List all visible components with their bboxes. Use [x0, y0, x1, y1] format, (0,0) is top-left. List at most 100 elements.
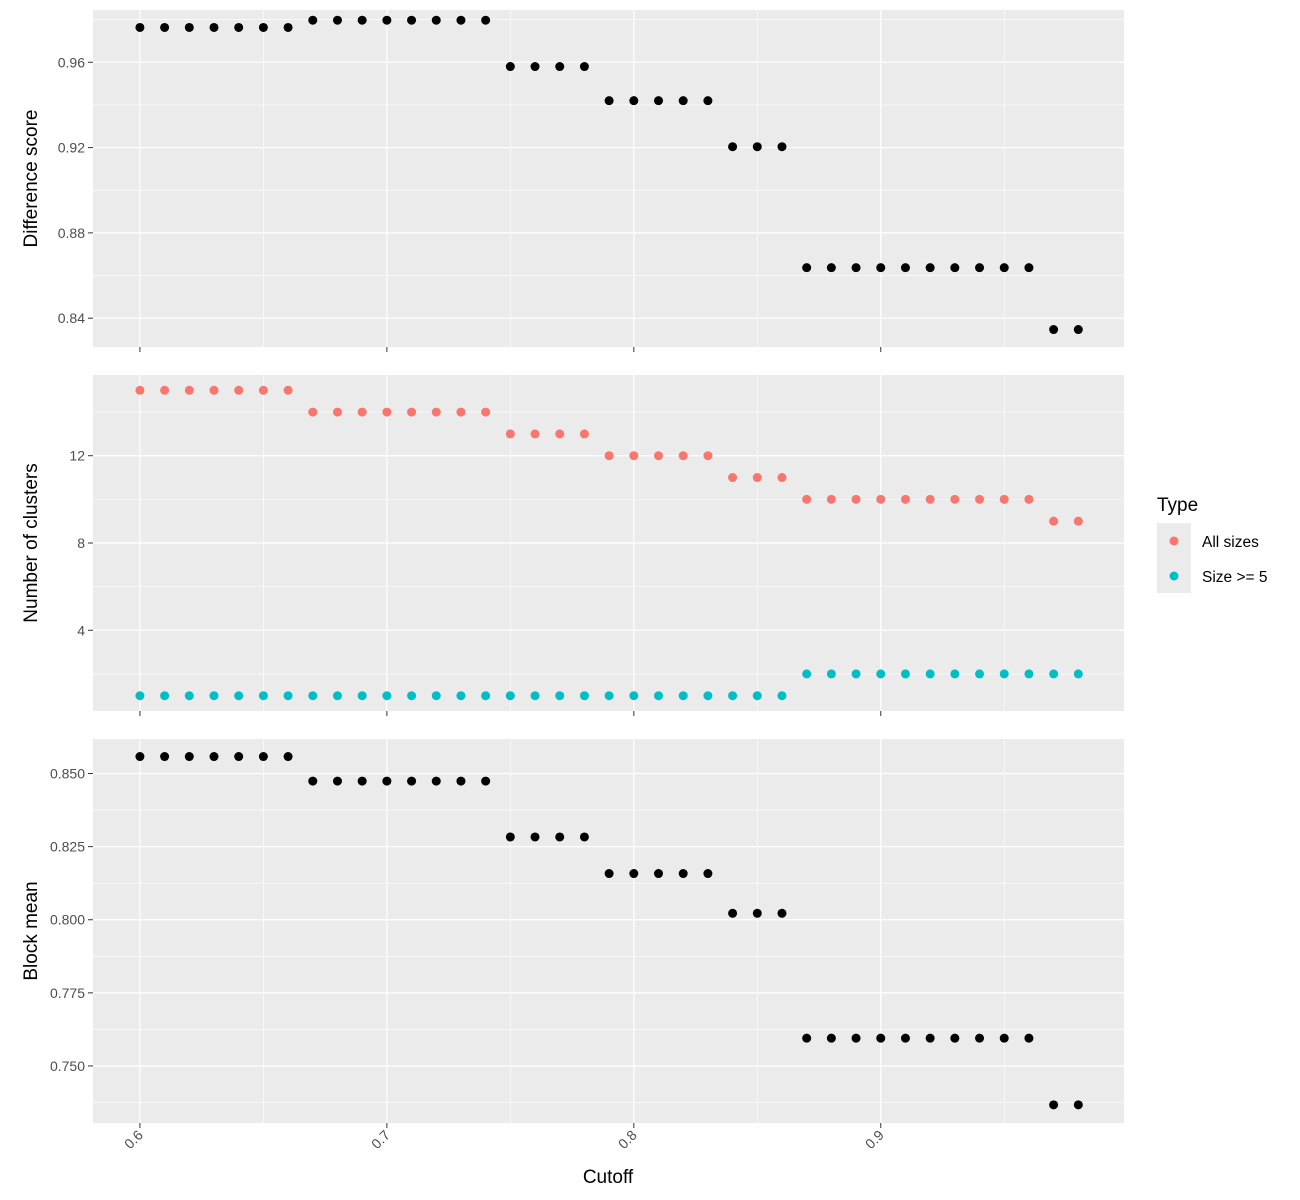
data-point	[579, 832, 589, 842]
panel-2: 4 8 12 Number of clusters	[21, 375, 1124, 716]
data-point	[555, 429, 565, 439]
data-point	[876, 263, 886, 273]
data-point	[728, 908, 738, 918]
x-tick-label: 0.8	[615, 1127, 640, 1152]
data-point	[234, 385, 244, 395]
y-tick-label: 12	[69, 448, 85, 464]
data-point	[752, 908, 762, 918]
y-tick-label: 0.800	[50, 912, 85, 928]
data-point	[135, 691, 145, 701]
data-point	[999, 669, 1009, 679]
data-point	[283, 691, 293, 701]
data-point	[407, 691, 417, 701]
data-point	[579, 62, 589, 72]
data-point	[555, 62, 565, 72]
data-point	[505, 62, 515, 72]
data-point	[654, 96, 664, 106]
data-point	[777, 142, 787, 152]
data-point	[382, 407, 392, 417]
data-point	[258, 691, 268, 701]
data-point	[160, 752, 170, 762]
data-point	[703, 869, 713, 879]
data-point	[851, 494, 861, 504]
data-point	[505, 429, 515, 439]
data-point	[308, 776, 318, 786]
data-point	[925, 669, 935, 679]
data-point	[876, 494, 886, 504]
data-point	[456, 15, 466, 25]
y-tick-label: 0.850	[50, 766, 85, 782]
y-tick-label: 0.84	[58, 310, 85, 326]
data-point	[678, 451, 688, 461]
data-point	[234, 691, 244, 701]
data-point	[728, 142, 738, 152]
data-point	[555, 832, 565, 842]
data-point	[777, 473, 787, 483]
data-point	[505, 832, 515, 842]
data-point	[258, 752, 268, 762]
data-point	[876, 1033, 886, 1043]
data-point	[777, 908, 787, 918]
data-point	[900, 494, 910, 504]
data-point	[135, 752, 145, 762]
legend-label-all-sizes: All sizes	[1202, 534, 1259, 551]
legend: Type All sizes Size >= 5	[1157, 495, 1268, 593]
data-point	[135, 385, 145, 395]
series-1	[135, 385, 1083, 526]
data-point	[752, 142, 762, 152]
legend-key-all-sizes	[1169, 536, 1179, 546]
data-point	[530, 832, 540, 842]
data-point	[382, 15, 392, 25]
data-point	[456, 776, 466, 786]
data-point	[234, 22, 244, 32]
data-point	[604, 451, 614, 461]
data-point	[851, 1033, 861, 1043]
y-tick-label: 0.92	[58, 140, 85, 156]
x-axis: 0.6 0.7 0.8 0.9	[121, 1127, 887, 1152]
data-point	[851, 669, 861, 679]
data-point	[950, 494, 960, 504]
y-tick-label: 0.775	[50, 985, 85, 1001]
data-point	[975, 263, 985, 273]
legend-key-size-ge-5	[1169, 571, 1179, 581]
data-point	[209, 22, 219, 32]
data-point	[802, 1033, 812, 1043]
data-point	[629, 869, 639, 879]
data-point	[184, 691, 194, 701]
data-point	[900, 1033, 910, 1043]
y-axis-title: Difference score	[21, 110, 42, 248]
data-point	[1073, 1100, 1083, 1110]
data-point	[629, 96, 639, 106]
data-point	[876, 669, 886, 679]
data-point	[728, 473, 738, 483]
data-point	[703, 451, 713, 461]
data-point	[530, 691, 540, 701]
legend-label-size-ge-5: Size >= 5	[1202, 569, 1268, 586]
data-point	[456, 407, 466, 417]
y-tick-label: 0.825	[50, 839, 85, 855]
data-point	[925, 1033, 935, 1043]
data-point	[1073, 325, 1083, 335]
data-point	[654, 451, 664, 461]
data-point	[209, 752, 219, 762]
data-point	[308, 407, 318, 417]
data-point	[407, 15, 417, 25]
data-point	[678, 96, 688, 106]
data-point	[308, 15, 318, 25]
data-point	[530, 62, 540, 72]
x-axis-title: Cutoff	[583, 1167, 634, 1188]
data-point	[332, 407, 342, 417]
data-point	[505, 691, 515, 701]
data-point	[999, 494, 1009, 504]
data-point	[481, 407, 491, 417]
data-point	[654, 691, 664, 701]
panel-background	[93, 10, 1124, 347]
panels-layer: 0.84 0.88 0.92 0.96 Difference score 4 8 12 Numb…	[21, 10, 1124, 1128]
data-point	[184, 752, 194, 762]
data-point	[382, 691, 392, 701]
data-point	[950, 263, 960, 273]
data-point	[1024, 494, 1034, 504]
data-point	[431, 15, 441, 25]
data-point	[950, 669, 960, 679]
